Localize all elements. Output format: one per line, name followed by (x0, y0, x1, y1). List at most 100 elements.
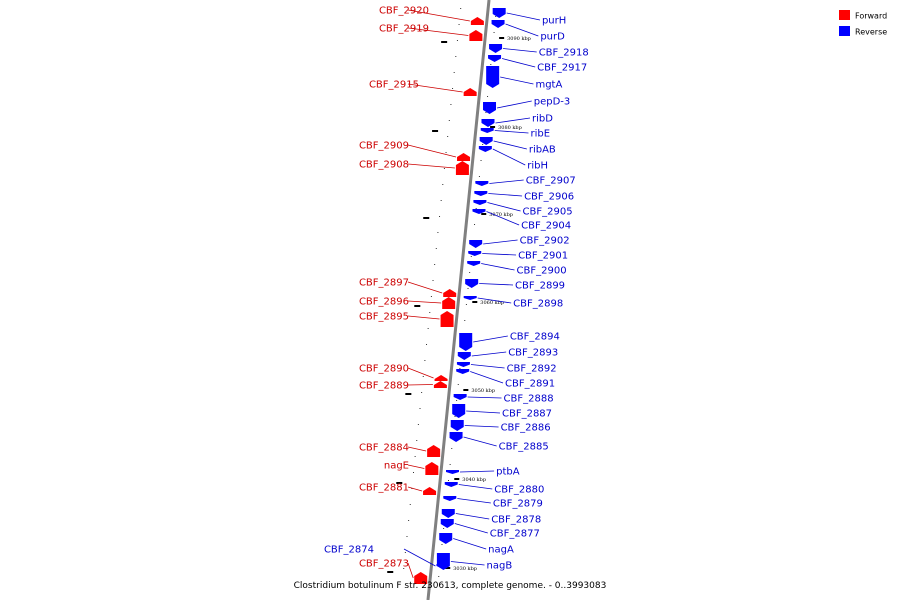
reverse-gene (463, 296, 477, 300)
reverse-gene (481, 119, 495, 127)
minor-tick (435, 248, 437, 249)
reverse-gene-label: CBF_2905 (523, 207, 573, 218)
forward-gene-label: CBF_2890 (359, 364, 409, 375)
forward-gene-label: CBF_2920 (379, 6, 429, 17)
label-connector (450, 561, 485, 566)
minor-tick (443, 528, 445, 529)
minor-tick (447, 136, 449, 137)
kbp-tick (454, 478, 460, 480)
reverse-gene (456, 362, 470, 367)
reverse-gene (474, 191, 488, 196)
kbp-tick (432, 130, 439, 132)
reverse-gene (457, 352, 471, 360)
reverse-gene (478, 146, 492, 152)
reverse-gene-label: CBF_2902 (520, 236, 570, 247)
label-connector (501, 58, 536, 68)
forward-gene-label: CBF_2889 (359, 381, 409, 392)
minor-tick (474, 224, 476, 225)
label-connector (506, 12, 541, 21)
forward-gene (427, 445, 441, 457)
reverse-gene-label: ribH (527, 161, 548, 172)
label-connector (466, 410, 501, 414)
minor-tick (447, 480, 449, 481)
forward-gene-label: CBF_2895 (359, 312, 409, 323)
kbp-tick (405, 393, 412, 395)
reverse-gene (443, 496, 457, 501)
reverse-gene-label: CBF_2899 (515, 281, 565, 292)
minor-tick (456, 400, 458, 401)
label-connector (473, 335, 508, 343)
label-connector (488, 193, 523, 197)
kbp-tick (396, 482, 403, 484)
label-connector (467, 396, 502, 399)
forward-gene-label: CBF_2897 (359, 278, 409, 289)
label-connector (407, 464, 425, 469)
reverse-gene-label: mgtA (535, 80, 562, 91)
label-connector (494, 130, 529, 134)
kbp-tick (472, 301, 478, 303)
minor-tick (445, 152, 447, 153)
minor-tick (448, 120, 450, 121)
minor-tick (485, 112, 487, 113)
kbp-tick (490, 126, 496, 128)
kbp-label: 3060 kbp (480, 300, 504, 306)
reverse-gene (459, 333, 473, 351)
kbp-label: 3080 kbp (498, 125, 522, 131)
label-connector (486, 211, 520, 226)
reverse-gene-label: ribE (530, 129, 550, 140)
minor-tick (454, 416, 456, 417)
label-connector (407, 367, 434, 379)
label-connector (463, 436, 497, 447)
kbp-label: 3030 kbp (453, 566, 477, 572)
forward-gene (425, 462, 439, 475)
minor-tick (470, 256, 472, 257)
minor-tick (451, 448, 453, 449)
label-connector (407, 384, 433, 386)
forward-gene (423, 487, 437, 495)
reverse-gene (465, 279, 479, 288)
label-connector (407, 144, 457, 158)
forward-gene (470, 17, 484, 25)
minor-tick (416, 440, 418, 441)
label-connector (464, 425, 499, 428)
reverse-gene-label: CBF_2887 (502, 409, 552, 420)
minor-tick (455, 56, 457, 57)
label-connector (489, 179, 524, 184)
forward-gene-label: nagE (384, 461, 409, 472)
reverse-gene (468, 251, 482, 256)
reverse-gene-label: CBF_2904 (521, 221, 571, 232)
minor-tick (493, 32, 495, 33)
label-connector (487, 202, 521, 212)
minor-tick (408, 520, 410, 521)
reverse-gene-label: nagA (488, 545, 514, 556)
label-connector (495, 117, 531, 124)
legend: Forward Reverse (839, 10, 887, 37)
minor-tick (429, 312, 431, 313)
minor-tick (417, 424, 419, 425)
reverse-gene (473, 200, 487, 205)
forward-gene (434, 375, 448, 381)
forward-gene-label: CBF_2919 (379, 24, 429, 35)
reverse-gene-label: CBF_2886 (501, 423, 551, 434)
reverse-gene-label: ribAB (529, 145, 556, 156)
reverse-gene-label: CBF_2918 (539, 48, 589, 59)
reverse-gene (479, 137, 493, 145)
minor-tick (482, 144, 484, 145)
reverse-gene-label: CBF_2906 (524, 192, 574, 203)
forward-gene (455, 161, 469, 175)
reverse-gene (436, 564, 450, 568)
reverse-gene-label: purD (540, 32, 565, 43)
reverse-gene (450, 420, 464, 431)
minor-tick (443, 168, 445, 169)
minor-tick (487, 96, 489, 97)
forward-gene-label: CBF_2909 (359, 141, 409, 152)
minor-tick (465, 304, 467, 305)
reverse-gene-label: ptbA (496, 467, 520, 478)
reverse-gene-label: CBF_2898 (513, 299, 563, 310)
minor-tick (458, 24, 460, 25)
reverse-gene (439, 533, 453, 544)
reverse-gene (449, 432, 463, 442)
kbp-tick (441, 41, 448, 43)
forward-gene-label: CBF_2908 (359, 160, 409, 171)
